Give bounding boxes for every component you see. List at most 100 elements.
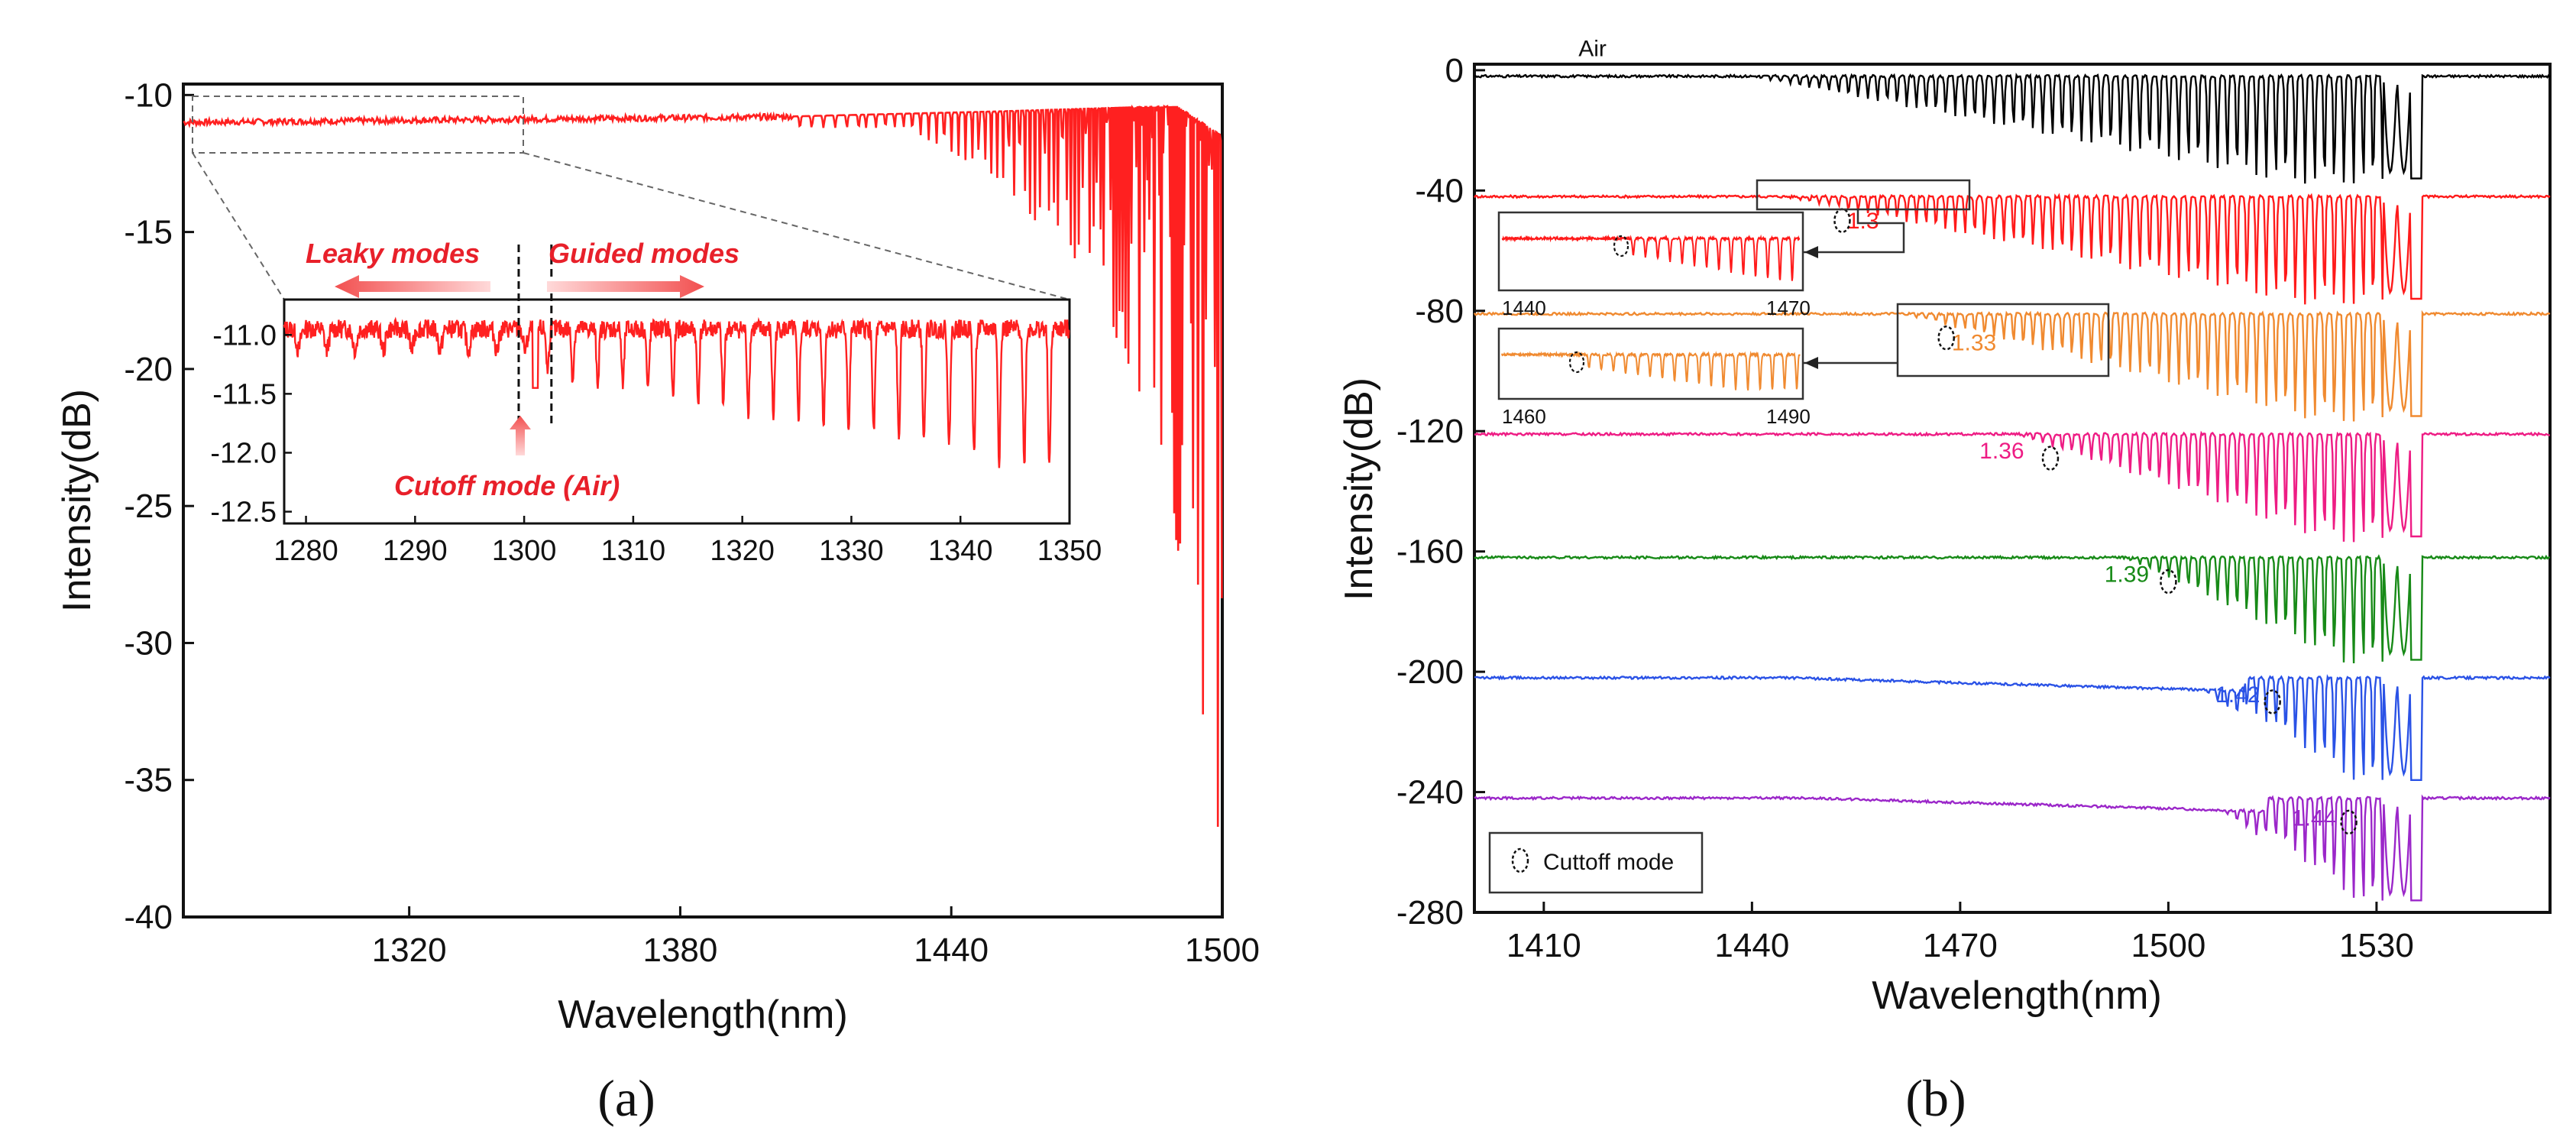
b-inset-cutoff-marker xyxy=(1613,235,1629,258)
b-series-label: 1.42 xyxy=(2215,682,2260,708)
a-ytick-label: -35 xyxy=(124,762,173,799)
b-series-Air xyxy=(1474,73,2551,184)
b-zoom-box-2 xyxy=(1896,303,2110,377)
a-inset-ytick-label: -12.5 xyxy=(210,497,277,529)
b-spectra xyxy=(1474,73,2551,902)
b-series-1-44 xyxy=(1474,794,2551,902)
a-cutoff-arrow xyxy=(510,416,531,455)
a-x-ticks: 1320 1380 1440 1500 xyxy=(372,906,1260,969)
b-series-1-39 xyxy=(1474,554,2551,664)
b-series-1-36 xyxy=(1474,430,2550,543)
a-inset-series xyxy=(283,316,1070,468)
a-cutoff-mode-label: Cutoff mode (Air) xyxy=(394,470,620,501)
a-guided-arrow xyxy=(547,275,704,298)
b-ytick-label: -200 xyxy=(1396,653,1464,691)
b-inset-cutoff-marker xyxy=(1568,351,1585,374)
a-inset-x-ticks: 1280 1290 1300 1310 1320 1330 1340 1350 xyxy=(273,516,1102,567)
b-legend-cutoff-icon xyxy=(1511,847,1529,873)
b-cutoff-marker xyxy=(2340,809,2358,835)
a-zoom-connector-left xyxy=(192,152,285,300)
a-inset-xtick-label: 1320 xyxy=(710,535,775,567)
b-inset-2-arrowhead xyxy=(1804,357,1818,369)
panel-a: -10 -15 -20 -25 -30 -35 -40 1320 1380 1440 1500 W… xyxy=(55,76,1260,1127)
a-xtick-label: 1320 xyxy=(372,932,447,969)
b-zoom-connector-1 xyxy=(1803,209,1905,254)
a-ytick-label: -25 xyxy=(124,488,173,525)
b-cutoff-marker xyxy=(1937,325,1955,351)
a-xtick-label: 1440 xyxy=(914,932,989,969)
b-ytick-label: 0 xyxy=(1445,52,1464,89)
b-xtick-label: 1530 xyxy=(2339,927,2414,964)
b-series-1-33 xyxy=(1474,309,2551,422)
b-series-label: 1.36 xyxy=(1979,439,2024,464)
a-guided-modes-label: Guided modes xyxy=(549,238,739,269)
a-ytick-label: -20 xyxy=(124,351,173,388)
panel-b: 0 -40 -80 -120 -160 -200 -240 -280 1410 1440 1470… xyxy=(1337,37,2552,1127)
a-inset-ytick-label: -11.5 xyxy=(212,378,277,410)
a-y-ticks: -10 -15 -20 -25 -30 -35 -40 xyxy=(124,76,194,936)
a-ytick-label: -30 xyxy=(124,624,173,662)
b-inset-2-xtick-right: 1490 xyxy=(1766,405,1811,428)
a-zoom-connector-right xyxy=(523,152,1070,300)
b-ytick-label: -80 xyxy=(1415,293,1464,330)
b-inset-trace xyxy=(1501,234,1801,281)
a-inset-series-air xyxy=(283,316,1070,468)
b-plot-frame xyxy=(1473,63,2552,914)
a-ytick-label: -40 xyxy=(124,899,173,936)
a-spectrum-series xyxy=(183,104,1223,828)
a-panel-label: (a) xyxy=(597,1069,655,1127)
a-inset-xtick-label: 1300 xyxy=(492,535,557,567)
b-inset-1-arrowhead xyxy=(1804,246,1818,258)
b-x-axis-label: Wavelength(nm) xyxy=(1872,974,2162,1018)
a-inset-ytick-label: -11.0 xyxy=(212,319,277,352)
b-legend-label: Cuttoff mode xyxy=(1543,850,1674,875)
a-inset-xtick-label: 1350 xyxy=(1037,535,1102,567)
b-series-1-3 xyxy=(1474,193,2551,305)
b-cutoff-marker xyxy=(2160,569,2177,595)
b-inset-1-frame xyxy=(1497,211,1804,292)
a-xtick-label: 1380 xyxy=(642,932,717,969)
b-xtick-label: 1440 xyxy=(1714,927,1789,964)
b-series-labels: Air 1.3 1.33 1.36 1.39 1.42 1.44 xyxy=(1578,37,2336,831)
b-zoom-box-1 xyxy=(1756,179,1971,211)
b-xtick-label: 1470 xyxy=(1923,927,1998,964)
b-ytick-label: -40 xyxy=(1415,172,1464,209)
b-y-axis-label: Intensity(dB) xyxy=(1337,377,1381,601)
a-ytick-label: -10 xyxy=(124,76,173,114)
b-cutoff-marker xyxy=(2264,689,2281,714)
a-leaky-modes-label: Leaky modes xyxy=(306,238,480,269)
a-x-axis-label: Wavelength(nm) xyxy=(558,993,848,1037)
b-x-ticks: 1410 1440 1470 1500 1530 xyxy=(1506,902,2414,964)
a-inset-ytick-label: -12.0 xyxy=(210,437,277,469)
b-panel-label: (b) xyxy=(1905,1069,1966,1127)
b-series-1-42 xyxy=(1474,674,2551,781)
b-ytick-label: -240 xyxy=(1396,774,1464,812)
b-ytick-label: -120 xyxy=(1396,413,1464,450)
a-inset-xtick-label: 1310 xyxy=(601,535,666,567)
a-y-axis-label: Intensity(dB) xyxy=(55,389,99,612)
b-ytick-label: -160 xyxy=(1396,533,1464,571)
b-y-ticks: 0 -40 -80 -120 -160 -200 -240 -280 xyxy=(1396,52,1485,932)
b-xtick-label: 1500 xyxy=(2131,927,2205,964)
b-legend xyxy=(1488,831,1704,894)
b-xtick-label: 1410 xyxy=(1506,927,1581,964)
b-inset-2-xtick-left: 1460 xyxy=(1502,405,1546,428)
a-leaky-arrow xyxy=(335,275,490,298)
b-series-label: Air xyxy=(1578,37,1607,62)
b-inset-arrows xyxy=(1804,246,1818,369)
a-inset-y-ticks: -11.0 -11.5 -12.0 -12.5 xyxy=(210,319,292,529)
a-inset-xtick-label: 1280 xyxy=(273,535,338,567)
b-cutoff-marker xyxy=(2041,446,2060,471)
b-series-label: 1.3 xyxy=(1847,209,1879,234)
a-zoom-box xyxy=(192,96,524,154)
b-inset-1-xtick-right: 1470 xyxy=(1766,296,1811,319)
b-cutoff-markers xyxy=(1833,208,2358,835)
b-ytick-label: -280 xyxy=(1396,894,1464,932)
b-series-label: 1.44 xyxy=(2292,805,2336,831)
a-xtick-label: 1500 xyxy=(1185,932,1260,969)
b-inset-1-xtick-left: 1440 xyxy=(1502,296,1546,319)
a-series-air xyxy=(183,104,1223,828)
b-inset-2-series xyxy=(1501,350,1801,391)
b-inset-trace xyxy=(1501,350,1801,391)
